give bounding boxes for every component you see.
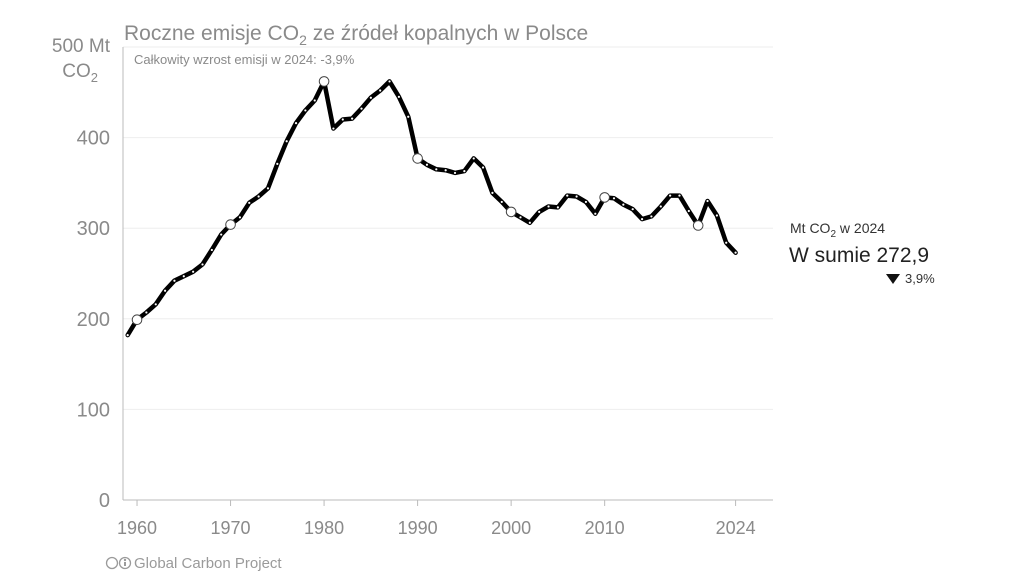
data-point bbox=[678, 194, 681, 197]
data-point bbox=[248, 201, 251, 204]
data-point bbox=[669, 194, 672, 197]
annotation-total: W sumie 272,9 bbox=[789, 244, 929, 267]
data-point bbox=[715, 214, 718, 217]
data-point bbox=[425, 163, 429, 166]
data-point bbox=[388, 80, 391, 83]
data-point bbox=[659, 205, 662, 208]
data-point bbox=[622, 203, 625, 206]
y-tick-label: 300 bbox=[77, 218, 110, 240]
y-unit-line1: 500 Mt bbox=[52, 36, 111, 57]
data-point bbox=[201, 263, 204, 266]
triangle-down-icon bbox=[886, 274, 900, 284]
chart-subtitle: Całkowity wzrost emisji w 2024: -3,9% bbox=[134, 52, 355, 67]
data-point bbox=[687, 209, 690, 213]
data-point bbox=[435, 168, 438, 171]
gridlines bbox=[123, 46, 773, 410]
data-point bbox=[566, 194, 569, 197]
data-point bbox=[220, 233, 223, 236]
y-axis-ticks: 0 100 200 300 400 bbox=[77, 128, 110, 512]
data-point bbox=[631, 208, 634, 211]
data-point bbox=[238, 216, 242, 219]
data-point bbox=[706, 199, 709, 203]
y-tick-label: 400 bbox=[77, 128, 110, 150]
y-unit-line2: CO2 bbox=[62, 61, 98, 85]
x-tick-label: 1980 bbox=[304, 518, 344, 538]
emissions-series bbox=[125, 76, 738, 338]
highlight-point bbox=[318, 76, 330, 87]
footer-source: Global Carbon Project bbox=[134, 555, 282, 572]
y-tick-label: 0 bbox=[99, 490, 110, 512]
data-point bbox=[463, 170, 466, 173]
data-point bbox=[725, 241, 728, 244]
emissions-line bbox=[125, 79, 738, 338]
data-point bbox=[173, 279, 176, 282]
data-point bbox=[481, 166, 485, 169]
x-tick-label: 2010 bbox=[585, 518, 625, 538]
data-point bbox=[528, 221, 531, 224]
highlight-point bbox=[599, 192, 610, 203]
data-point bbox=[182, 275, 185, 278]
data-point bbox=[154, 303, 157, 306]
data-point bbox=[351, 117, 354, 120]
data-point bbox=[304, 109, 307, 112]
chart-title: Roczne emisje CO2 ze źródeł kopalnych w … bbox=[124, 22, 588, 48]
x-tick-label: 2000 bbox=[491, 518, 531, 538]
data-point bbox=[575, 195, 578, 198]
data-point bbox=[163, 289, 167, 292]
y-tick-label: 100 bbox=[77, 399, 110, 421]
x-tick-label: 1970 bbox=[211, 518, 251, 538]
data-point bbox=[594, 212, 597, 215]
data-point bbox=[547, 205, 550, 208]
data-point bbox=[126, 334, 129, 337]
data-point bbox=[341, 118, 344, 121]
x-tick-label: 1960 bbox=[117, 518, 157, 538]
x-tick-label: 2024 bbox=[716, 518, 756, 538]
data-point bbox=[650, 215, 653, 218]
data-point bbox=[519, 216, 522, 219]
x-tick-label: 1990 bbox=[398, 518, 438, 538]
data-point bbox=[734, 251, 737, 254]
data-point bbox=[584, 200, 588, 204]
annotation-unit-label: Mt CO2 w 2024 bbox=[790, 220, 885, 240]
data-point bbox=[538, 210, 541, 213]
data-point bbox=[210, 248, 213, 252]
data-point bbox=[266, 187, 270, 190]
cc-by-icon bbox=[105, 556, 132, 570]
data-point bbox=[397, 95, 400, 98]
data-point bbox=[612, 197, 616, 200]
data-point bbox=[491, 191, 494, 194]
data-point bbox=[500, 200, 503, 204]
data-point bbox=[332, 127, 335, 130]
highlight-point bbox=[412, 153, 423, 164]
highlight-point bbox=[131, 314, 143, 326]
data-point bbox=[276, 162, 279, 165]
highlight-point bbox=[225, 219, 236, 230]
y-tick-label: 200 bbox=[77, 309, 110, 331]
data-point bbox=[407, 115, 410, 118]
highlight-point bbox=[692, 220, 704, 231]
data-point bbox=[294, 122, 298, 125]
data-point bbox=[285, 140, 288, 143]
data-point bbox=[192, 270, 195, 273]
data-point bbox=[444, 169, 447, 172]
data-point bbox=[360, 107, 363, 110]
data-point bbox=[640, 218, 644, 221]
x-axis: 1960 1970 1980 1990 2000 2010 2024 bbox=[117, 47, 773, 538]
data-point bbox=[313, 99, 316, 102]
data-point bbox=[145, 311, 148, 314]
data-point bbox=[369, 96, 372, 99]
data-point bbox=[472, 157, 475, 160]
highlight-point bbox=[505, 206, 517, 218]
data-point bbox=[257, 195, 260, 198]
data-point bbox=[556, 206, 559, 209]
data-point bbox=[453, 171, 457, 175]
annotation-change: 3,9% bbox=[905, 271, 935, 286]
data-point bbox=[379, 89, 382, 92]
